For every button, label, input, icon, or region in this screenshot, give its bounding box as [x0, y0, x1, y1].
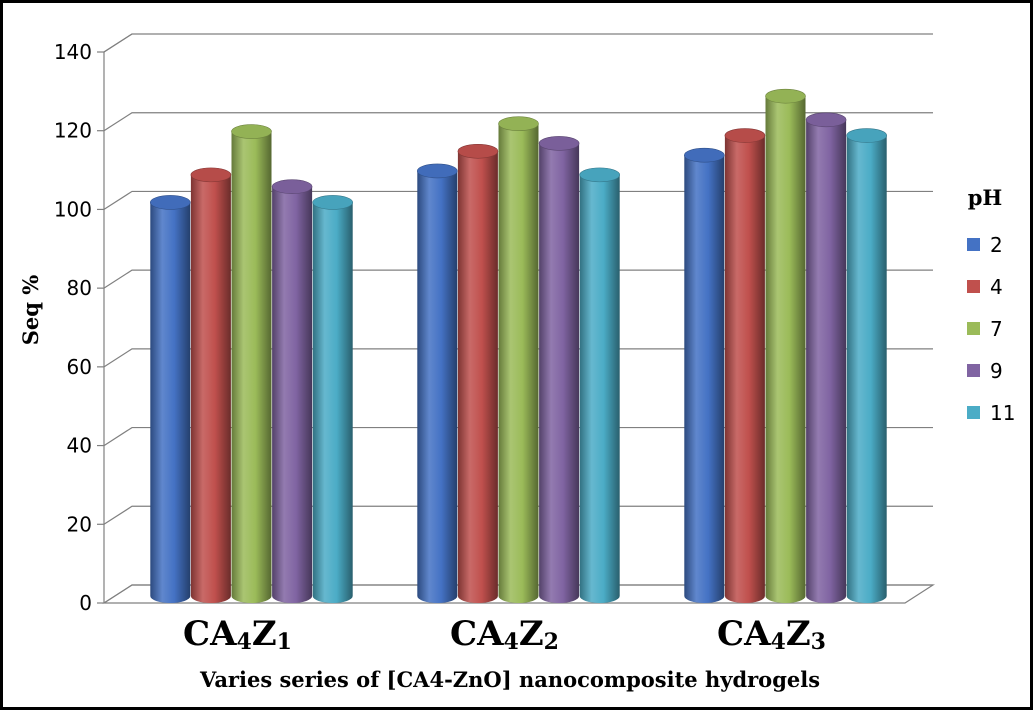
gridline — [103, 112, 933, 132]
gridline — [103, 505, 933, 525]
y-tick-label: 120 — [54, 119, 92, 143]
y-tick-label: 20 — [67, 512, 92, 536]
bar — [765, 88, 806, 604]
x-axis-title: Varies series of [CA4-ZnO] nanocomposite… — [199, 667, 820, 692]
x-axis-categories: CA4Z1 CA4Z2 CA4Z3 — [183, 614, 826, 655]
gridline — [103, 584, 933, 604]
legend-swatch — [967, 406, 980, 419]
bar — [579, 167, 621, 603]
legend-label: 11 — [990, 401, 1015, 425]
bar — [190, 167, 232, 603]
bar — [416, 163, 458, 603]
gridline — [103, 190, 933, 210]
y-tick-label: 140 — [54, 40, 92, 64]
legend-title: pH — [968, 185, 1003, 210]
x-category-label: CA4Z1 — [183, 614, 292, 655]
gridline — [103, 33, 933, 53]
y-axis-title: Seq % — [18, 275, 43, 346]
bar — [312, 195, 354, 603]
y-axis-ticks: 0 20 40 60 80 100 120 140 — [54, 40, 104, 615]
legend-label: 2 — [990, 233, 1003, 257]
bar — [271, 179, 313, 603]
bar — [538, 136, 580, 603]
gridline — [103, 269, 933, 289]
legend-label: 9 — [990, 359, 1003, 383]
bar — [805, 112, 847, 604]
legend-swatch — [967, 364, 980, 377]
side-wall — [103, 33, 133, 603]
bar — [846, 128, 888, 603]
bar — [724, 128, 766, 603]
y-tick-label: 60 — [67, 355, 92, 379]
y-tick-label: 100 — [54, 197, 92, 221]
bar — [683, 147, 725, 603]
y-tick-label: 80 — [67, 276, 92, 300]
legend-swatch — [967, 280, 980, 293]
bar — [231, 124, 272, 604]
gridlines — [103, 33, 933, 604]
bar — [150, 195, 191, 603]
x-category-label: CA4Z2 — [450, 614, 559, 655]
legend-swatch — [967, 322, 980, 335]
x-category-label: CA4Z3 — [717, 614, 826, 655]
y-tick-label: 40 — [67, 434, 92, 458]
legend-label: 4 — [990, 275, 1003, 299]
y-tick-label: 0 — [79, 591, 92, 615]
legend: pH 2 4 7 9 11 — [967, 185, 1015, 425]
legend-swatch — [967, 238, 980, 251]
bar — [498, 116, 539, 603]
bar — [457, 143, 499, 603]
gridline — [103, 426, 933, 447]
gridline — [103, 348, 933, 368]
legend-label: 7 — [990, 317, 1003, 341]
bars — [150, 88, 888, 604]
